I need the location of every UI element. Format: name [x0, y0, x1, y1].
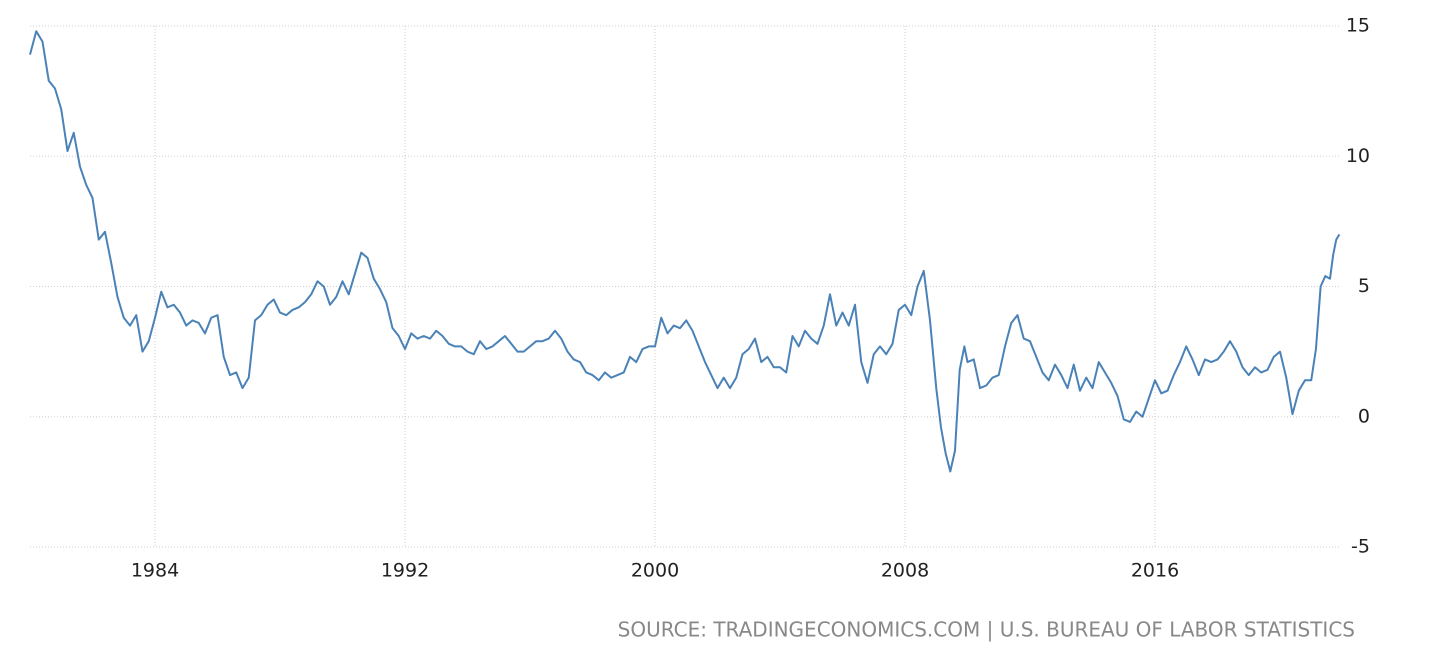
y-tick-label: 0 [1358, 405, 1370, 427]
data-line [29, 30, 1341, 473]
x-tick-label: 2000 [631, 560, 679, 582]
x-tick-label: 2008 [881, 560, 929, 582]
x-tick-label: 1992 [381, 560, 429, 582]
y-tick-label: 15 [1346, 15, 1370, 37]
x-tick-label: 2016 [1131, 560, 1179, 582]
y-tick-label: 10 [1346, 145, 1370, 167]
y-tick-label: 5 [1358, 275, 1370, 297]
x-tick-label: 1984 [131, 560, 179, 582]
y-tick-label: -5 [1351, 536, 1370, 558]
source-note: SOURCE: TRADINGECONOMICS.COM | U.S. BURE… [618, 618, 1355, 642]
